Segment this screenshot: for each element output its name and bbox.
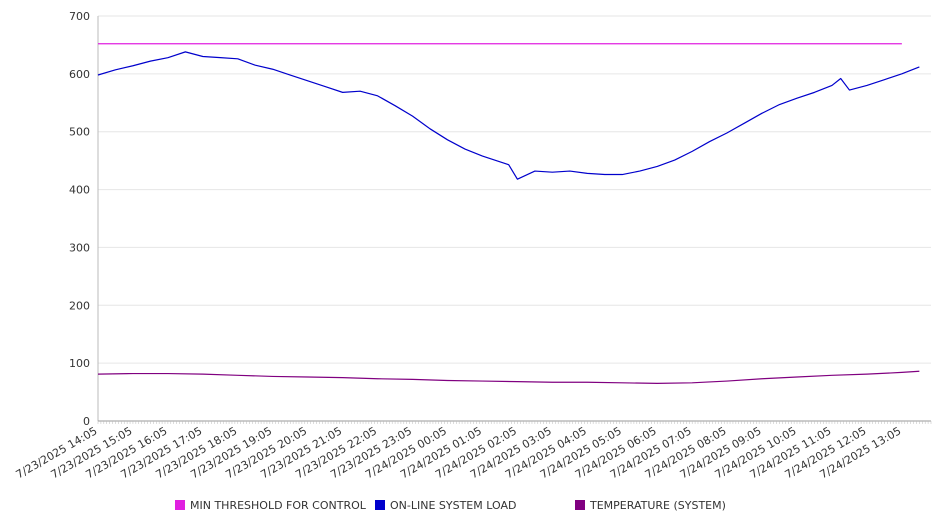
axes (97, 16, 932, 424)
y-tick-label: 700 (69, 10, 90, 23)
legend-label: MIN THRESHOLD FOR CONTROL (190, 499, 367, 512)
y-tick-label: 400 (69, 184, 90, 197)
legend-item: ON-LINE SYSTEM LOAD (375, 499, 516, 512)
y-tick-labels: 0 100 200 300 400 500 600 700 (69, 10, 90, 428)
series-line-on-line-system-load (97, 51, 920, 180)
series-lines (97, 43, 920, 384)
y-tick-label: 200 (69, 299, 90, 312)
legend-swatch (375, 500, 385, 510)
series-line-temperature-system (97, 370, 920, 384)
legend-swatch (175, 500, 185, 510)
legend: MIN THRESHOLD FOR CONTROL ON-LINE SYSTEM … (175, 499, 726, 512)
legend-item: MIN THRESHOLD FOR CONTROL (175, 499, 367, 512)
y-tick-label: 0 (83, 415, 90, 428)
y-tick-label: 500 (69, 126, 90, 139)
x-minor-ticks (97, 421, 932, 424)
y-tick-label: 600 (69, 68, 90, 81)
grid-lines (98, 15, 931, 364)
legend-label: ON-LINE SYSTEM LOAD (390, 499, 516, 512)
legend-swatch (575, 500, 585, 510)
y-tick-label: 300 (69, 241, 90, 254)
y-tick-label: 100 (69, 357, 90, 370)
x-tick-labels: 7/23/2025 14:057/23/2025 15:057/23/2025 … (14, 424, 904, 481)
legend-label: TEMPERATURE (SYSTEM) (589, 499, 726, 512)
legend-item: TEMPERATURE (SYSTEM) (575, 499, 726, 512)
